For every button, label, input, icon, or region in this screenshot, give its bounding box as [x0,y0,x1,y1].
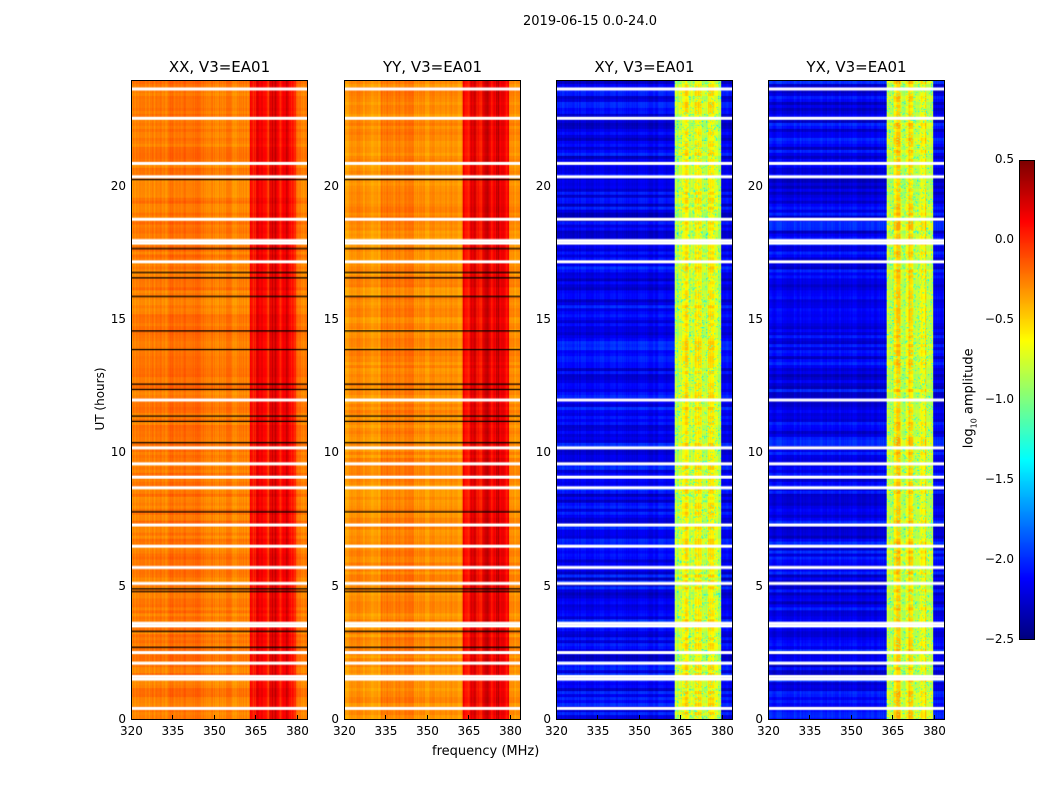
x-tick-mark [850,715,852,720]
x-tick-mark [385,715,387,720]
x-tick-label: 320 [757,724,780,738]
y-tick-label: 5 [755,578,763,593]
x-tick-label: 320 [545,724,568,738]
y-tick-label: 20 [110,178,126,193]
y-tick-label: 10 [535,445,551,460]
x-tick-mark [131,715,132,720]
x-tick-label: 380 [922,724,946,738]
x-tick-mark [296,715,298,720]
y-tick-label: 20 [323,178,339,193]
y-tick-label: 0 [755,712,763,726]
x-tick-label: 350 [415,724,439,738]
y-tick-label: 5 [543,578,551,593]
x-axis-label: frequency (MHz) [432,744,540,759]
y-tick-label: 20 [535,178,551,193]
heatmap-panel-0 [131,80,308,720]
y-tick-label: 15 [110,312,126,326]
x-tick-label: 335 [161,724,185,738]
x-tick-label: 380 [285,724,309,738]
x-tick-label: 335 [798,724,822,738]
x-tick-mark [721,715,723,720]
x-tick-label: 365 [244,724,268,738]
x-tick-mark [213,715,215,720]
y-axis-label: UT (hours) [93,367,107,431]
y-tick-label: 20 [747,178,763,193]
x-tick-mark [892,715,894,720]
colorbar-tick-label: 0.0 [994,232,1014,246]
x-tick-label: 335 [586,724,610,738]
y-tick-label: 0 [118,712,126,726]
panel-title: YX, V3=EA01 [806,58,907,76]
y-tick-label: 5 [118,578,126,593]
heatmap-panel-2 [556,80,733,720]
heatmap-cells [132,81,307,719]
heatmap-cells [345,81,520,719]
x-tick-label: 320 [120,724,143,738]
heatmap-panel-1 [344,80,521,720]
x-tick-label: 380 [498,724,522,738]
x-tick-mark [468,715,470,720]
x-tick-label: 365 [457,724,481,738]
colorbar-tick-label: −2.5 [984,632,1014,646]
x-tick-label: 365 [881,724,905,738]
x-tick-label: 320 [333,724,356,738]
heatmap-cells [557,81,732,719]
x-tick-label: 365 [669,724,693,738]
x-tick-mark [680,715,682,720]
x-tick-label: 380 [710,724,734,738]
y-tick-label: 10 [747,445,763,460]
x-tick-mark [809,715,811,720]
heatmap-panel-3 [768,80,945,720]
y-tick-label: 0 [543,712,551,726]
panel-title: YY, V3=EA01 [382,58,483,76]
x-tick-mark [255,715,257,720]
figure-title: 2019-06-15 0.0-24.0 [523,14,657,29]
y-tick-label: 0 [331,712,339,726]
x-tick-mark [597,715,599,720]
heatmap-cells [769,81,944,719]
colorbar-tick-label: −0.5 [984,312,1014,326]
x-tick-mark [768,715,769,720]
x-tick-mark [344,715,345,720]
y-tick-label: 15 [323,312,339,326]
x-tick-label: 350 [627,724,651,738]
y-tick-label: 5 [331,578,339,593]
x-tick-mark [172,715,174,720]
colorbar-tick-label: −1.0 [984,392,1014,406]
x-tick-mark [933,715,935,720]
x-tick-mark [509,715,511,720]
y-tick-label: 15 [747,312,763,326]
x-tick-mark [556,715,557,720]
x-tick-mark [638,715,640,720]
colorbar-tick-label: −1.5 [984,472,1014,486]
panel-title: XY, V3=EA01 [594,58,695,76]
y-tick-label: 10 [323,445,339,460]
panel-title: XX, V3=EA01 [168,58,271,76]
y-tick-label: 10 [110,445,126,460]
x-tick-label: 335 [374,724,398,738]
x-tick-label: 350 [202,724,226,738]
colorbar [1019,160,1035,640]
x-tick-mark [426,715,428,720]
colorbar-tick-label: 0.5 [994,152,1014,166]
colorbar-label: log10 amplitude [961,348,979,449]
colorbar-tick-label: −2.0 [984,552,1014,566]
x-tick-label: 350 [839,724,863,738]
y-tick-label: 15 [535,312,551,326]
